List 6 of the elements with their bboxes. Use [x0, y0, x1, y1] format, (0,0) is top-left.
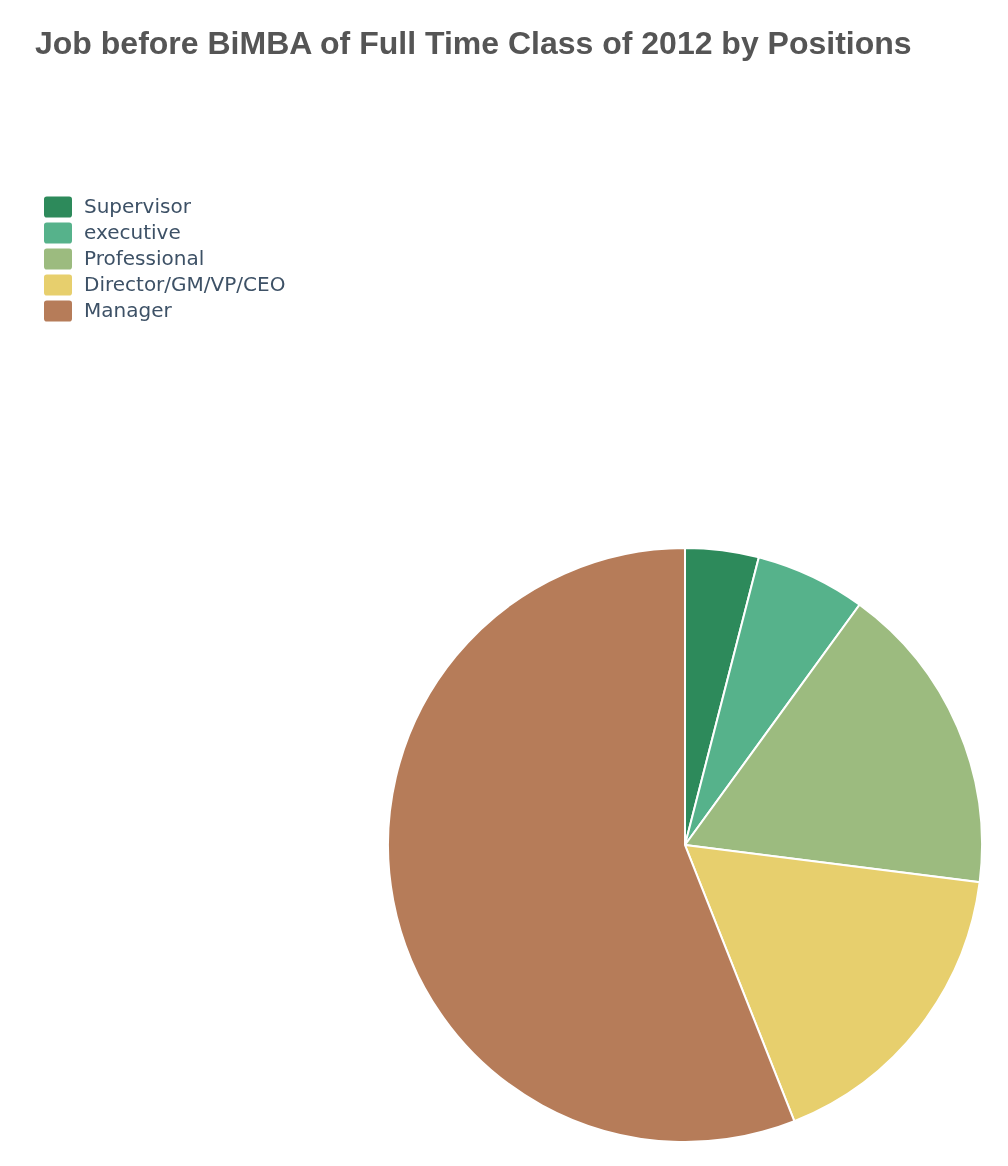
legend-label: Director/GM/VP/CEO	[84, 272, 286, 296]
legend-label: Manager	[84, 298, 173, 322]
chart-title: Job before BiMBA of Full Time Class of 2012 by Positions	[35, 25, 912, 61]
legend-label: executive	[84, 220, 181, 244]
legend-label: Supervisor	[84, 194, 192, 218]
legend-label: Professional	[84, 246, 205, 270]
